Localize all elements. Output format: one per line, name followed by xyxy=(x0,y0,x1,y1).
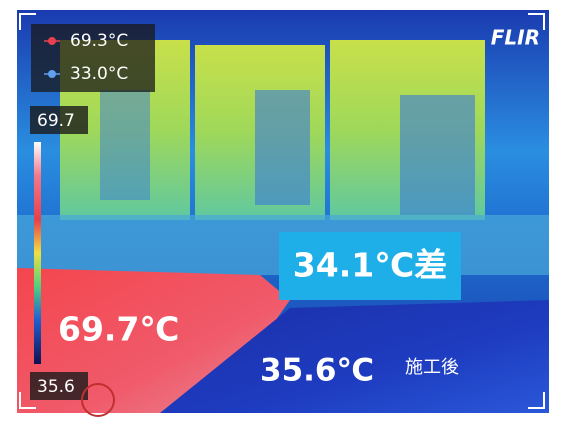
scale-top-label: 69.7 xyxy=(37,111,75,131)
cool-note: 施工後 xyxy=(405,357,459,378)
hot-spot-label: 69.7℃ xyxy=(58,310,179,349)
scale-bottom-label: 35.6 xyxy=(37,377,75,397)
min-marker xyxy=(44,70,60,78)
max-marker xyxy=(44,37,60,45)
scale-bottom-box xyxy=(30,372,88,400)
min-readout: 33.0°C xyxy=(70,64,128,84)
difference-label: 34.1℃差 xyxy=(293,246,447,285)
spot-crosshair xyxy=(81,383,115,417)
cool-spot-label: 35.6℃ xyxy=(260,353,374,389)
scale-top-box xyxy=(30,106,88,134)
difference-box xyxy=(279,232,461,300)
color-scale xyxy=(34,142,41,364)
corner-brackets xyxy=(19,13,545,409)
readout-box xyxy=(31,24,155,92)
brand-logo: FLIR xyxy=(491,26,540,50)
max-readout: 69.3°C xyxy=(70,31,128,51)
